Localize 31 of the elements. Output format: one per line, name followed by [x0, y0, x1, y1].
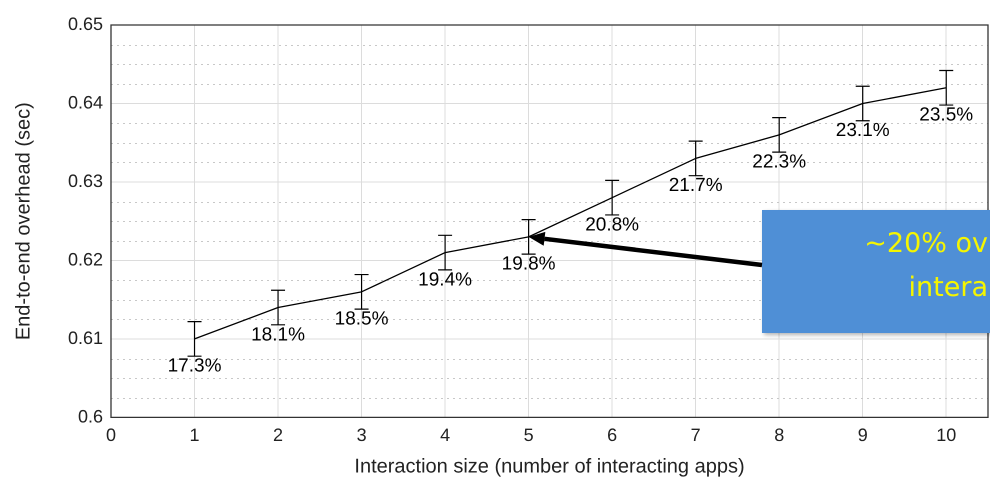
x-tick-label: 0 [106, 425, 116, 446]
x-tick-label: 1 [190, 425, 200, 446]
annotation: 23.5% [919, 104, 974, 126]
annotation: 18.1% [251, 324, 306, 346]
y-tick-label: 0.63 [68, 170, 103, 191]
y-tick-label: 0.62 [68, 249, 103, 270]
x-tick-label: 6 [607, 425, 618, 446]
annotation: 22.3% [752, 152, 806, 173]
y-tick-label: 0.6 [78, 406, 103, 426]
y-tick-label: 0.65 [68, 14, 103, 34]
y-tick-label: 0.64 [68, 92, 103, 112]
annotation: ~20% ov intera [864, 228, 988, 303]
annotation: 19.8% [502, 254, 556, 275]
annotation: 18.5% [334, 308, 389, 330]
x-tick-label: 2 [273, 425, 284, 446]
x-tick-label: 9 [858, 425, 868, 446]
x-tick-label: 4 [440, 425, 450, 446]
annotation: 17.3% [168, 356, 222, 377]
x-axis-title: Interaction size (number of interacting apps) [354, 456, 745, 478]
x-tick-label: 3 [356, 425, 367, 446]
x-tick-label: 8 [774, 425, 784, 446]
annotation: 20.8% [585, 214, 640, 236]
x-tick-label: 7 [690, 425, 701, 446]
callout-box: ~20% ov intera [762, 210, 990, 333]
y-tick-label: 0.61 [68, 328, 103, 348]
y-axis-title: End-to-end overhead (sec) [12, 102, 35, 340]
annotation: 19.4% [418, 269, 472, 290]
annotation: 23.1% [836, 120, 890, 142]
annotation: 21.7% [668, 175, 723, 196]
x-tick-label: 10 [936, 425, 956, 446]
x-tick-label: 5 [524, 425, 534, 446]
